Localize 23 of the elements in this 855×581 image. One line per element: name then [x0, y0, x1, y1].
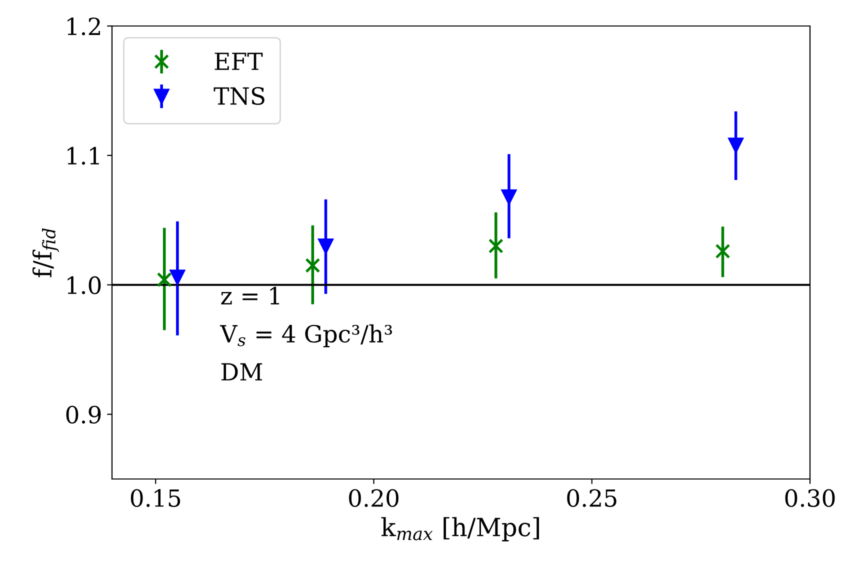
x-tick-label: 0.15: [130, 489, 180, 507]
point: [170, 270, 185, 285]
x-tick-label: 0.30: [785, 489, 835, 507]
y-tick-label: 1.1: [68, 146, 99, 165]
x-axis-title: k$_{max}$ [h/Mpc]: [381, 517, 539, 542]
y-tick-label: 0.9: [66, 406, 101, 424]
annotation: DM: [221, 363, 262, 380]
point: [318, 238, 334, 254]
y-axis-title: f/f$_{fid}$: [32, 228, 59, 278]
point: [728, 138, 744, 153]
point: [488, 238, 504, 254]
x-tick-label: 0.25: [567, 489, 616, 507]
x-tick-label: 0.20: [349, 489, 398, 507]
point: [715, 244, 730, 259]
annotation: z = 1: [221, 286, 280, 304]
point: [156, 272, 172, 288]
legend-label: TNS: [214, 87, 264, 105]
legend-label: EFT: [214, 52, 263, 70]
y-tick-label: 1.2: [68, 17, 100, 36]
point: [305, 258, 320, 273]
y-tick-label: 1.0: [68, 276, 101, 294]
annotation: V$_{s}$ = 4 Gpc³/h³: [220, 324, 392, 348]
point: [501, 189, 516, 204]
